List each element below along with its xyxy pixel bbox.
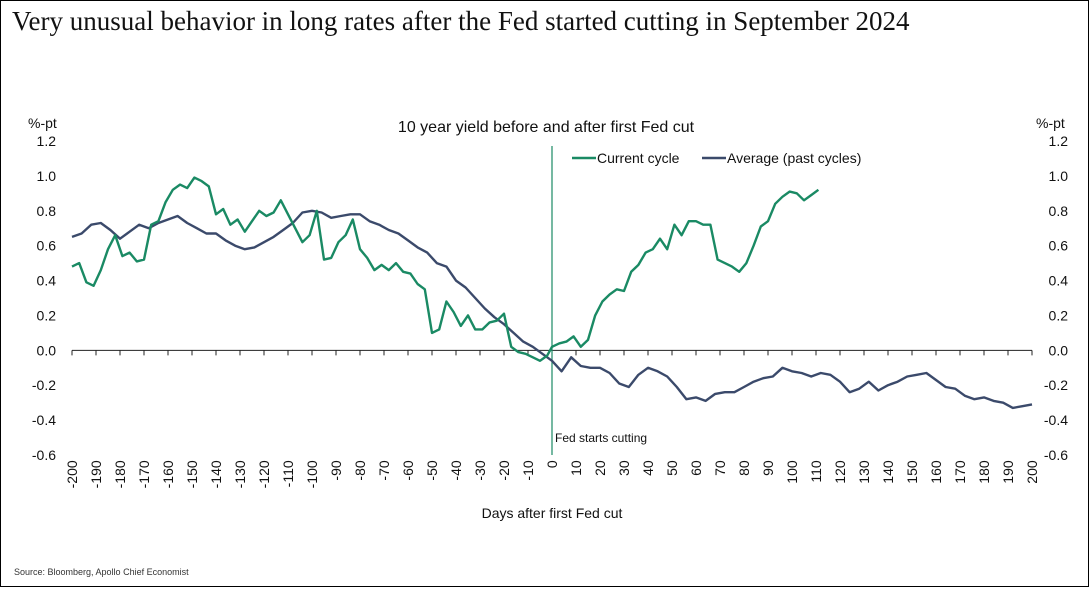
y-axis-label-left: %-pt <box>28 115 57 131</box>
x-tick-label: 130 <box>856 460 872 484</box>
y-tick-label-right: -0.2 <box>1044 377 1068 393</box>
x-tick-label: 40 <box>640 460 656 476</box>
x-tick-label: 120 <box>832 460 848 484</box>
y-tick-label-right: 1.0 <box>1049 168 1069 184</box>
y-tick-label-left: -0.4 <box>32 412 56 428</box>
y-tick-label-left: 1.2 <box>37 133 57 149</box>
x-tick-label: 60 <box>688 460 704 476</box>
chart-legend: Current cycle Average (past cycles) <box>572 150 861 166</box>
x-tick-label: 70 <box>712 460 728 476</box>
x-tick-label: 10 <box>568 460 584 476</box>
x-tick-label: 200 <box>1024 460 1040 484</box>
x-tick-label: 150 <box>904 460 920 484</box>
x-tick-label: 160 <box>928 460 944 484</box>
y-tick-label-left: -0.2 <box>32 377 56 393</box>
x-tick-label: -160 <box>160 460 176 488</box>
series-line-current-cycle <box>71 176 820 362</box>
x-tick-label: -120 <box>256 460 272 488</box>
x-tick-label: -90 <box>328 460 344 480</box>
x-tick-label: -170 <box>136 460 152 488</box>
series-lines <box>71 176 1033 410</box>
x-tick-label: -60 <box>400 460 416 480</box>
y-tick-label-right: 0.4 <box>1049 273 1069 289</box>
x-tick-label: -50 <box>424 460 440 480</box>
x-tick-label: -180 <box>112 460 128 488</box>
legend-label: Current cycle <box>597 150 680 166</box>
x-tick-label: 180 <box>976 460 992 484</box>
x-tick-label: -200 <box>64 460 80 488</box>
x-tick-label: 20 <box>592 460 608 476</box>
y-tick-label-left: 0.8 <box>37 203 57 219</box>
y-tick-label-left: -0.6 <box>32 447 56 463</box>
x-tick-label: 190 <box>1000 460 1016 484</box>
x-tick-label: -80 <box>352 460 368 480</box>
y-tick-label-right: 0.0 <box>1049 342 1069 358</box>
x-tick-label: -130 <box>232 460 248 488</box>
x-tick-label: 50 <box>664 460 680 476</box>
x-tick-label: -40 <box>448 460 464 480</box>
y-tick-label-right: 0.6 <box>1049 238 1069 254</box>
y-tick-label-left: 1.0 <box>37 168 57 184</box>
y-tick-label-right: 1.2 <box>1049 133 1069 149</box>
legend-label: Average (past cycles) <box>727 150 861 166</box>
y-axis-label-right: %-pt <box>1036 115 1065 131</box>
y-tick-label-right: -0.4 <box>1044 412 1068 428</box>
x-tick-label: 140 <box>880 460 896 484</box>
y-tick-label-left: 0.6 <box>37 238 57 254</box>
x-axis-label: Days after first Fed cut <box>482 505 623 521</box>
x-tick-label: -10 <box>520 460 536 480</box>
y-tick-label-right: -0.6 <box>1044 447 1068 463</box>
x-tick-label: -140 <box>208 460 224 488</box>
x-tick-label: 80 <box>736 460 752 476</box>
x-tick-label: -190 <box>88 460 104 488</box>
x-tick-label: 100 <box>784 460 800 484</box>
x-tick-label: -30 <box>472 460 488 480</box>
x-tick-label: 110 <box>808 460 824 483</box>
x-tick-label: 90 <box>760 460 776 476</box>
x-tick-label: -100 <box>304 460 320 488</box>
x-tick-label: 0 <box>544 460 560 468</box>
y-tick-label-left: 0.4 <box>37 273 57 289</box>
y-ticks-left: -0.6 -0.4 -0.2 0.0 0.2 0.4 0.6 0.8 1.0 1.2 <box>32 133 56 463</box>
chart-title: 10 year yield before and after first Fed… <box>398 119 695 136</box>
x-tick-label: 170 <box>952 460 968 484</box>
y-tick-label-right: 0.8 <box>1049 203 1069 219</box>
x-axis: -200 -190 -180 -170 -160 -150 -140 -130 -120 -110… <box>64 146 1040 488</box>
x-tick-label: -150 <box>184 460 200 488</box>
page-headline: Very unusual behavior in long rates afte… <box>12 6 910 36</box>
fed-cut-annotation: Fed starts cutting <box>555 431 647 445</box>
y-tick-label-right: 0.2 <box>1049 307 1069 323</box>
y-ticks-right: -0.6 -0.4 -0.2 0.0 0.2 0.4 0.6 0.8 1.0 1.2 <box>1044 133 1068 463</box>
y-tick-label-left: 0.0 <box>37 342 57 358</box>
x-tick-label: -20 <box>496 460 512 480</box>
x-tick-label: 30 <box>616 460 632 476</box>
source-note: Source: Bloomberg, Apollo Chief Economis… <box>14 567 189 577</box>
x-tick-label: -70 <box>376 460 392 480</box>
series-line-average-past-cycles <box>71 209 1033 410</box>
y-tick-label-left: 0.2 <box>37 307 57 323</box>
x-tick-label: -110 <box>280 460 296 487</box>
